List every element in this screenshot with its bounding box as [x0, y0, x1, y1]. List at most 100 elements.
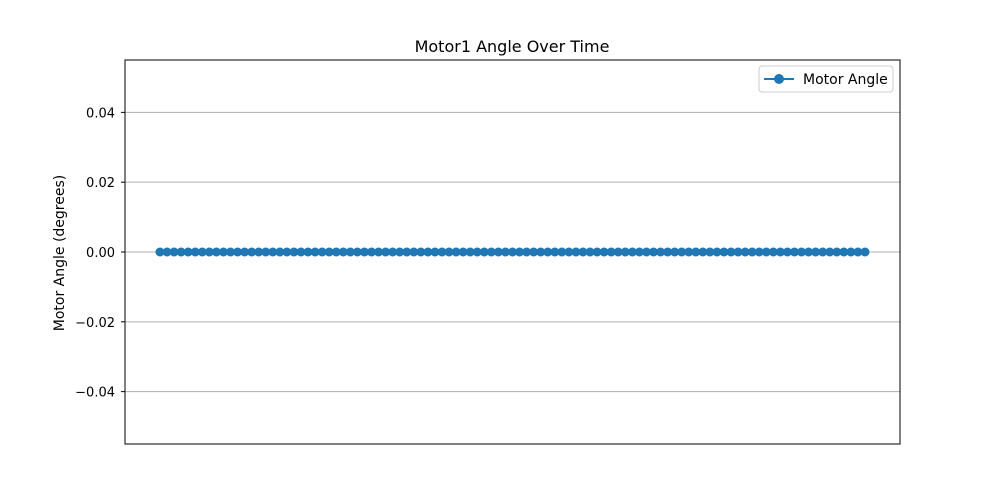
data-point [698, 247, 708, 257]
data-point [585, 247, 595, 257]
series-layer [155, 247, 870, 257]
data-point [500, 247, 510, 257]
y-tick-label: −0.02 [75, 316, 115, 331]
data-point [367, 247, 376, 257]
data-point [797, 247, 807, 257]
y-tick-label: 0.00 [86, 246, 115, 261]
data-point [155, 247, 165, 257]
y-axis-label: Motor Angle (degrees) [52, 175, 68, 331]
data-point [515, 247, 525, 257]
data-point [641, 247, 651, 257]
legend-label: Motor Angle [803, 72, 888, 88]
data-point [522, 247, 532, 257]
data-point [649, 247, 658, 257]
data-point [592, 247, 602, 257]
data-point [536, 247, 546, 257]
data-point [733, 247, 743, 257]
data-point [768, 247, 778, 257]
data-point [345, 247, 355, 257]
data-point [296, 247, 306, 257]
data-point [183, 247, 193, 257]
data-point [465, 247, 475, 257]
data-point [712, 247, 722, 257]
data-point [860, 247, 870, 257]
data-point [670, 247, 680, 257]
chart-title: Motor1 Angle Over Time [415, 37, 610, 56]
data-point [719, 247, 729, 257]
data-point [409, 247, 419, 257]
data-point [677, 247, 687, 257]
data-point [275, 247, 285, 257]
data-point [176, 247, 186, 257]
data-point [493, 247, 503, 257]
legend-marker-icon [774, 74, 784, 84]
data-point [804, 247, 814, 257]
data-point [684, 247, 694, 257]
legend-box [758, 65, 894, 93]
data-point [663, 247, 673, 257]
data-point [761, 247, 771, 257]
data-point [395, 247, 405, 257]
data-point [444, 247, 454, 257]
data-point [458, 247, 468, 257]
data-point [627, 247, 637, 257]
data-point [782, 247, 792, 257]
data-point [691, 247, 701, 257]
data-point [226, 247, 235, 257]
data-point [430, 247, 440, 257]
y-axis-ticks: −0.04 −0.02 0.00 0.02 0.04 [75, 106, 125, 401]
data-point [599, 247, 609, 257]
data-point [303, 247, 313, 257]
data-point [388, 247, 398, 257]
data-point [324, 247, 334, 257]
data-point [832, 247, 842, 257]
data-point [338, 247, 348, 257]
data-point [825, 247, 835, 257]
data-point [543, 247, 553, 257]
data-point [331, 247, 341, 257]
data-point [261, 247, 271, 257]
data-point [233, 247, 243, 257]
data-point [359, 247, 369, 257]
data-point [557, 247, 567, 257]
y-tick-label: 0.04 [86, 106, 115, 121]
data-point [169, 247, 179, 257]
data-point [247, 247, 257, 257]
data-point [620, 247, 630, 257]
data-point [754, 247, 764, 257]
data-point [282, 247, 292, 257]
data-point [289, 247, 299, 257]
data-point [571, 247, 581, 257]
data-point [486, 247, 496, 257]
data-point [416, 247, 426, 257]
data-point [268, 247, 278, 257]
data-point [310, 247, 320, 257]
y-tick-label: −0.04 [75, 386, 115, 401]
data-point [254, 247, 264, 257]
data-point [726, 247, 736, 257]
data-point [479, 247, 489, 257]
plot-frame [124, 59, 901, 445]
data-point [218, 247, 228, 257]
data-point [451, 247, 461, 257]
data-point [402, 247, 412, 257]
data-point [352, 247, 362, 257]
data-point [317, 247, 327, 257]
data-point [190, 247, 200, 257]
data-point [162, 247, 172, 257]
data-point [211, 247, 221, 257]
y-tick-label: 0.02 [86, 176, 115, 191]
data-point [197, 247, 207, 257]
data-point [705, 247, 715, 257]
data-point [747, 247, 757, 257]
data-point [846, 247, 856, 257]
data-point [564, 247, 574, 257]
legend: Motor Angle [758, 65, 894, 93]
data-point [656, 247, 666, 257]
data-point [508, 247, 517, 257]
data-point [437, 247, 447, 257]
data-point [578, 247, 588, 257]
data-point [606, 247, 616, 257]
data-point [529, 247, 539, 257]
